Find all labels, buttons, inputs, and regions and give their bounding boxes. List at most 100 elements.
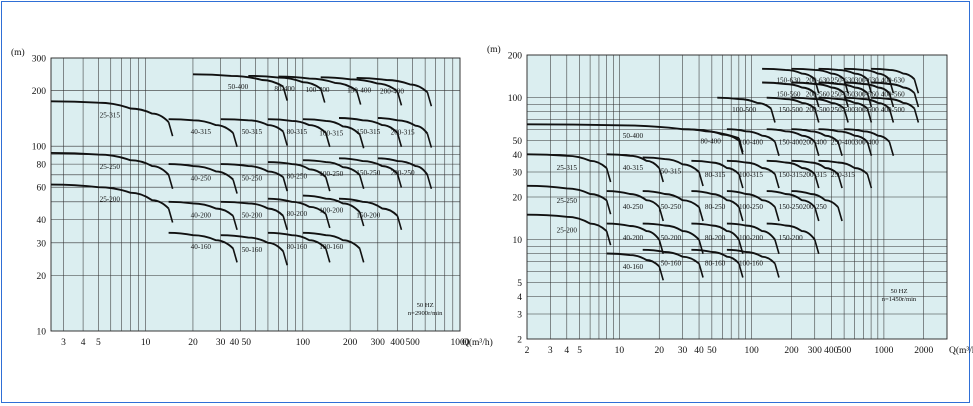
curve-label: 200-315 bbox=[391, 129, 415, 137]
envelope-edge bbox=[658, 266, 665, 281]
curve-250-560 bbox=[818, 81, 869, 94]
y-tick-label: 3 bbox=[517, 310, 522, 320]
envelope-edge bbox=[813, 79, 820, 94]
curve-400-560 bbox=[871, 81, 916, 94]
curve-25-315 bbox=[50, 100, 170, 123]
x-tick-label: 100 bbox=[745, 346, 760, 356]
curve-label: 400-630 bbox=[881, 77, 905, 85]
curve-label: 150-400 bbox=[347, 87, 371, 95]
envelope-edge bbox=[774, 239, 780, 254]
x-tick-label: 2000 bbox=[914, 346, 933, 356]
curve-100-400 bbox=[726, 128, 776, 143]
chart-1: 3 4 5 10 20 30 40 50 100 200 300 400 500 1000 10 20 30 4… bbox=[11, 47, 493, 348]
curve-label: 80-315 bbox=[705, 171, 726, 179]
curve-label: 250-315 bbox=[831, 171, 855, 179]
curve-150-500 bbox=[766, 96, 816, 110]
x-tick-label: 4 bbox=[81, 338, 86, 348]
y-tick-label: 10 bbox=[37, 328, 47, 338]
curve-label: 40-160 bbox=[191, 243, 212, 251]
curve-label: 150-200 bbox=[356, 212, 380, 220]
curve-label: 100-315 bbox=[739, 171, 763, 179]
x-tick-label: 1000 bbox=[451, 338, 470, 348]
curve-label: 150-500 bbox=[779, 106, 803, 114]
curve-50-200 bbox=[642, 222, 700, 241]
curve-50-315 bbox=[220, 118, 284, 133]
curve-200-315 bbox=[377, 117, 429, 135]
curve-label: 80-250 bbox=[287, 172, 308, 180]
curve-50-200 bbox=[220, 200, 284, 217]
envelope-edge bbox=[605, 167, 612, 183]
curve-200-250 bbox=[791, 190, 839, 208]
curve-label: 40-250 bbox=[191, 174, 212, 182]
curve-50-160 bbox=[220, 234, 284, 252]
envelope-edge bbox=[167, 174, 174, 190]
curve-150-315 bbox=[766, 159, 816, 175]
x-tick-label: 5 bbox=[96, 338, 101, 348]
x-tick-label: 30 bbox=[216, 338, 226, 348]
curve-label: 40-250 bbox=[623, 203, 644, 211]
curve-300-400 bbox=[844, 128, 891, 143]
envelope-edge bbox=[813, 108, 820, 123]
curve-40-200 bbox=[168, 200, 234, 217]
envelope-edge bbox=[282, 86, 288, 101]
curve-label: 100-400 bbox=[306, 86, 330, 94]
envelope-edge bbox=[232, 215, 238, 231]
curve-100-315 bbox=[726, 159, 776, 175]
curve-50-315 bbox=[642, 156, 700, 173]
envelope-edge bbox=[888, 141, 895, 156]
envelope-edge bbox=[837, 206, 843, 222]
curve-80-200 bbox=[691, 222, 740, 241]
y-tick-label: 40 bbox=[513, 151, 523, 161]
x-tick-label: 300 bbox=[808, 346, 823, 356]
curve-100-500 bbox=[717, 96, 772, 110]
curve-250-400 bbox=[818, 128, 869, 143]
curve-label: 150-250 bbox=[779, 203, 803, 211]
curve-80-250 bbox=[267, 161, 327, 178]
envelope-edge bbox=[658, 167, 665, 183]
envelope-edge bbox=[738, 263, 744, 278]
curve-200-315 bbox=[791, 159, 839, 175]
curve-label: 250-500 bbox=[831, 106, 855, 114]
envelope-edge bbox=[866, 79, 873, 94]
x-tick-label: 30 bbox=[678, 346, 688, 356]
x-tick-label: 500 bbox=[406, 338, 421, 348]
envelope-edge bbox=[325, 132, 331, 148]
y-tick-label: 2 bbox=[517, 336, 522, 346]
envelope-edge bbox=[355, 90, 362, 105]
curve-label: 80-315 bbox=[287, 128, 308, 136]
x-tick-label: 1000 bbox=[874, 346, 893, 356]
curve-100-315 bbox=[302, 118, 361, 135]
y-axis-label: (m) bbox=[11, 47, 25, 58]
y-tick-label: 300 bbox=[32, 55, 47, 65]
curve-label: 150-315 bbox=[779, 171, 803, 179]
curve-label: 40-315 bbox=[623, 164, 644, 172]
envelope-edge bbox=[866, 173, 873, 189]
curve-label: 400-500 bbox=[881, 106, 905, 114]
envelope-edge bbox=[774, 141, 780, 156]
x-tick-label: 300 bbox=[371, 338, 386, 348]
curve-400-630 bbox=[871, 67, 916, 80]
curve-label: 100-250 bbox=[319, 170, 343, 178]
envelope-edge bbox=[232, 248, 238, 263]
curve-40-160 bbox=[606, 252, 660, 267]
curve-label: 150-630 bbox=[776, 77, 800, 85]
envelope-edge bbox=[232, 132, 238, 148]
envelope-edge bbox=[358, 248, 365, 263]
curve-label: 50-200 bbox=[242, 212, 263, 220]
x-axis-label: Q(m³/h) bbox=[462, 337, 493, 348]
envelope-edge bbox=[605, 230, 612, 246]
y-tick-label: 30 bbox=[513, 168, 523, 178]
x-tick-label: 4 bbox=[564, 346, 569, 356]
envelope-edge bbox=[913, 92, 920, 108]
envelope-edge bbox=[738, 206, 744, 222]
curve-80-160 bbox=[267, 231, 327, 250]
x-tick-label: 20 bbox=[188, 338, 198, 348]
curve-label: 150-250 bbox=[356, 169, 380, 177]
x-tick-label: 500 bbox=[837, 346, 852, 356]
curve-label: 150-315 bbox=[356, 128, 380, 136]
x-tick-label: 50 bbox=[707, 346, 717, 356]
curve-label: 250-400 bbox=[831, 139, 855, 147]
x-tick-label: 5 bbox=[577, 346, 582, 356]
envelope-edge bbox=[426, 174, 433, 190]
curve-40-250 bbox=[168, 163, 234, 181]
